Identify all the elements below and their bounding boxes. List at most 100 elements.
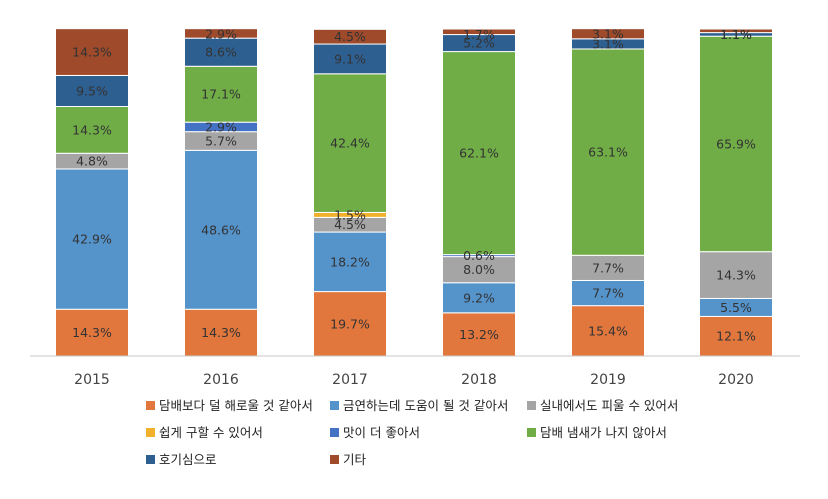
bar-segment-2018-8: [442, 28, 516, 36]
bar-segment-2017-8: [313, 28, 387, 45]
legend-label-3: 실내에서도 피울 수 있어서: [540, 398, 678, 413]
data-label-2016-7: 8.6%: [205, 45, 237, 60]
bar-segment-2019-8: [571, 28, 645, 40]
bar-segment-2019-6: [571, 48, 645, 256]
data-label-2020-3: 14.3%: [716, 268, 756, 283]
data-label-2016-5: 2.9%: [205, 119, 237, 134]
data-label-2020-1: 12.1%: [716, 329, 756, 344]
data-label-2015-8: 14.3%: [72, 45, 112, 60]
bar-segment-2018-3: [442, 256, 516, 284]
data-label-2018-1: 13.2%: [459, 327, 499, 342]
data-label-2017-2: 18.2%: [330, 254, 370, 269]
bar-segment-2017-2: [313, 231, 387, 293]
data-label-2020-7: 1.1%: [720, 27, 752, 42]
bars-layer: [55, 28, 773, 357]
legend-label-5: 맛이 더 좋아서: [343, 425, 420, 440]
legend-item-8: 기타: [330, 452, 367, 467]
data-label-2020-2: 5.5%: [720, 300, 752, 315]
bar-segment-2020-8: [699, 28, 773, 34]
data-label-2015-2: 42.9%: [72, 232, 112, 247]
data-label-2019-6: 63.1%: [588, 145, 628, 160]
legend-item-7: 호기심으로: [146, 452, 217, 467]
data-label-2020-6: 65.9%: [716, 136, 756, 151]
data-label-2016-1: 14.3%: [201, 325, 241, 340]
bar-segment-2020-1: [699, 315, 773, 357]
data-label-2017-6: 42.4%: [330, 136, 370, 151]
legend-item-3: 실내에서도 피울 수 있어서: [527, 398, 678, 413]
data-label-2019-1: 15.4%: [588, 323, 628, 338]
bar-segment-2015-1: [55, 308, 129, 357]
bar-segment-2015-2: [55, 168, 129, 310]
data-label-2015-7: 9.5%: [76, 83, 108, 98]
bar-segment-2015-6: [55, 106, 129, 154]
bar-segment-2017-1: [313, 291, 387, 357]
x-tick-labels: 2015 2016 2017 2018 2019 2020: [74, 372, 754, 388]
bar-segment-2015-7: [55, 74, 129, 107]
data-label-2016-3: 5.7%: [205, 134, 237, 149]
data-label-2018-5: 0.6%: [463, 248, 495, 263]
bar-segment-2018-6: [442, 51, 516, 256]
legend-label-7: 호기심으로: [159, 452, 217, 467]
x-tick-label-2017: 2017: [332, 372, 368, 388]
data-label-2017-4: 1.5%: [334, 207, 366, 222]
bar-segment-2017-7: [313, 43, 387, 75]
bar-segment-2020-6: [699, 35, 773, 253]
bar-segment-2019-1: [571, 305, 645, 357]
legend-swatch-7: [146, 455, 155, 464]
legend-swatch-2: [330, 401, 339, 410]
data-label-2018-6: 62.1%: [459, 146, 499, 161]
data-label-2017-3: 4.5%: [334, 217, 366, 232]
data-label-2015-6: 14.3%: [72, 122, 112, 137]
bar-segment-2016-7: [184, 37, 258, 67]
bar-segment-2017-6: [313, 73, 387, 213]
bar-segment-2016-8: [184, 28, 258, 39]
data-label-2015-3: 4.8%: [76, 154, 108, 169]
x-tick-label-2018: 2018: [461, 372, 497, 388]
legend-label-4: 쉽게 구할 수 있어서: [159, 425, 263, 440]
bar-segment-2020-3: [699, 251, 773, 299]
data-label-2016-8: 2.9%: [205, 27, 237, 42]
data-labels-layer: 14.3% 42.9% 4.8% 14.3% 9.5% 14.3% 14.3% 48.6% 5.…: [72, 27, 756, 344]
legend-label-8: 기타: [343, 452, 367, 467]
legend-item-1: 담배보다 덜 해로울 것 같아서: [146, 398, 313, 413]
legend-swatch-5: [330, 428, 339, 437]
data-label-2018-2: 9.2%: [463, 290, 495, 305]
legend-item-5: 맛이 더 좋아서: [330, 425, 420, 440]
bar-segment-2019-2: [571, 279, 645, 307]
bar-segment-2018-2: [442, 282, 516, 314]
legend-item-2: 금연하는데 도움이 될 것 같아서: [330, 398, 508, 413]
data-label-2017-1: 19.7%: [330, 316, 370, 331]
data-label-2018-7: 5.2%: [463, 36, 495, 51]
bar-segment-2018-1: [442, 312, 516, 357]
data-label-2018-8: 1.7%: [463, 27, 495, 42]
legend: 담배보다 덜 해로울 것 같아서 금연하는데 도움이 될 것 같아서 실내에서도 피…: [146, 398, 678, 467]
x-tick-label-2019: 2019: [590, 372, 626, 388]
x-tick-label-2016: 2016: [203, 372, 239, 388]
legend-swatch-4: [146, 428, 155, 437]
data-label-2019-3: 7.7%: [592, 260, 624, 275]
data-label-2016-2: 48.6%: [201, 222, 241, 237]
data-label-2019-7: 3.1%: [592, 36, 624, 51]
bar-segment-2016-6: [184, 65, 258, 123]
legend-label-2: 금연하는데 도움이 될 것 같아서: [343, 398, 508, 413]
legend-swatch-1: [146, 401, 155, 410]
data-label-2018-3: 8.0%: [463, 262, 495, 277]
x-tick-label-2020: 2020: [718, 372, 754, 388]
legend-swatch-6: [527, 428, 536, 437]
legend-label-6: 담배 냄새가 나지 않아서: [540, 425, 667, 440]
data-label-2017-7: 9.1%: [334, 51, 366, 66]
legend-label-1: 담배보다 덜 해로울 것 같아서: [159, 398, 313, 413]
data-label-2016-6: 17.1%: [201, 87, 241, 102]
bar-segment-2016-2: [184, 149, 258, 310]
data-label-2017-8: 4.5%: [334, 29, 366, 44]
bar-segment-2015-8: [55, 28, 129, 76]
legend-swatch-3: [527, 401, 536, 410]
data-label-2015-1: 14.3%: [72, 325, 112, 340]
legend-item-4: 쉽게 구할 수 있어서: [146, 425, 263, 440]
legend-item-6: 담배 냄새가 나지 않아서: [527, 425, 667, 440]
x-tick-label-2015: 2015: [74, 372, 110, 388]
legend-swatch-8: [330, 455, 339, 464]
data-label-2019-8: 3.1%: [592, 27, 624, 42]
